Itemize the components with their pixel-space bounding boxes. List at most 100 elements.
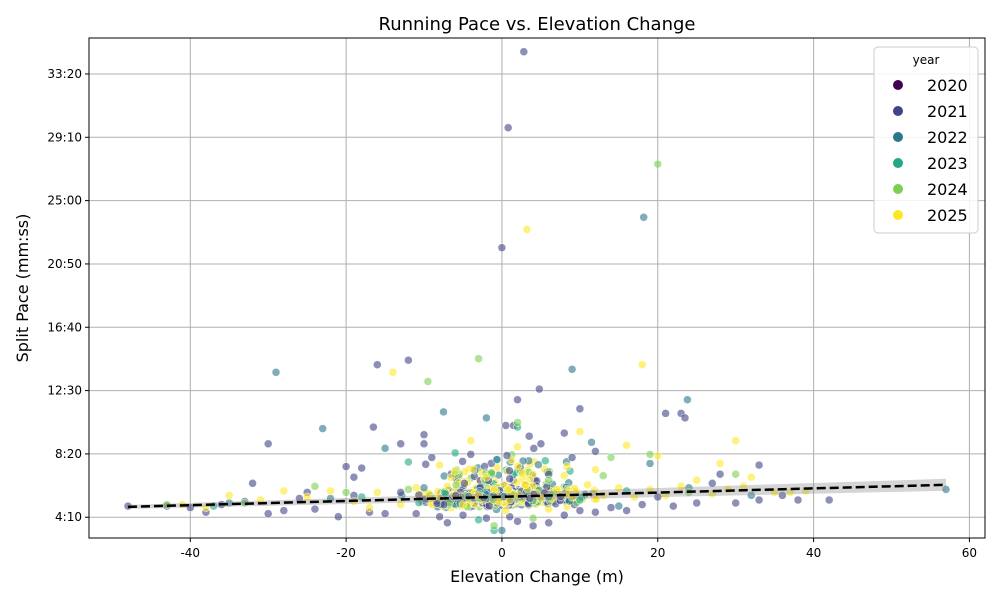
- scatter-point-2025: [731, 436, 740, 445]
- legend-label: 2022: [927, 128, 968, 147]
- scatter-point-2025: [630, 492, 639, 502]
- scatter-point-2021: [443, 518, 452, 528]
- scatter-point-2021: [560, 510, 569, 520]
- scatter-point-2022: [614, 501, 624, 511]
- scatter-point-2025: [450, 466, 460, 476]
- legend: year 2020 2021 2022 2023 2024 2025: [873, 46, 979, 234]
- scatter-point: [504, 484, 513, 494]
- scatter-point-2025: [373, 488, 382, 497]
- scatter-point-2021: [622, 506, 631, 515]
- scatter-point-2024: [404, 485, 413, 494]
- scatter-point: [505, 466, 514, 475]
- y-tick-label: 16:40: [47, 320, 82, 334]
- scatter-point-2025: [302, 492, 312, 502]
- scatter-point-2025: [747, 472, 756, 482]
- scatter-point-2021: [369, 422, 378, 432]
- scatter-point-2022: [941, 485, 951, 494]
- y-tick-label: 12:30: [47, 384, 82, 398]
- scatter-point-2022: [419, 483, 429, 493]
- scatter-point-2025: [466, 436, 476, 445]
- scatter-point-2024: [606, 453, 616, 462]
- scatter-point-2021: [263, 509, 273, 518]
- scatter-point-2022: [271, 368, 281, 377]
- scatter-point-2021: [466, 450, 476, 459]
- trend-line-group: [127, 478, 947, 509]
- scatter-point-2023: [404, 457, 413, 467]
- scatter-point-2022: [683, 395, 692, 404]
- scatter-point-2023: [474, 515, 483, 525]
- scatter-point: [432, 499, 442, 508]
- scatter-point-2021: [505, 512, 514, 521]
- scatter-point-2022: [645, 459, 655, 468]
- scatter-point-2025: [501, 506, 511, 515]
- scatter-point: [492, 455, 502, 464]
- scatter-point-2022: [639, 213, 648, 222]
- chart-title: Running Pace vs. Elevation Change: [379, 14, 696, 35]
- scatter-point-2021: [606, 503, 616, 512]
- legend-label: 2025: [927, 206, 968, 225]
- scatter-point-2025: [521, 480, 530, 490]
- scatter-point-2025: [443, 482, 452, 491]
- scatter-point-2025: [715, 459, 725, 468]
- scatter-point-2024: [341, 488, 351, 497]
- scatter-point-2021: [524, 431, 534, 441]
- scatter-point-2021: [669, 501, 678, 511]
- scatter-point-2021: [567, 453, 577, 462]
- scatter-point-2021: [708, 479, 717, 488]
- legend-label: 2020: [927, 76, 968, 95]
- scatter-point-2021: [263, 439, 273, 449]
- scatter-point-2021: [373, 360, 382, 369]
- scatter-point-2021: [458, 510, 468, 520]
- scatter-point-2021: [513, 395, 522, 404]
- trend-line: [127, 483, 947, 509]
- scatter-point-2025: [435, 460, 444, 470]
- scatter-point-2023: [575, 495, 585, 505]
- y-tick-label: 4:10: [55, 510, 82, 524]
- scatter-point-2023: [357, 492, 366, 502]
- scatter-point: [513, 461, 522, 471]
- scatter-point-2021: [575, 506, 585, 515]
- scatter-point-2022: [587, 438, 596, 447]
- scatter-point-2024: [513, 418, 522, 427]
- scatter-point-2021: [754, 495, 764, 505]
- scatter-point-2021: [341, 462, 351, 471]
- scatter-point-2025: [396, 500, 405, 509]
- scatter-point-2021: [396, 439, 405, 449]
- scatter-point-2025: [637, 360, 647, 369]
- scatter-point-2021: [503, 123, 513, 132]
- scatter-point-2022: [497, 526, 507, 535]
- legend-marker: [893, 106, 903, 116]
- scatter-point-2025: [388, 368, 398, 377]
- scatter-point: [439, 471, 449, 481]
- scatter-point-2021: [544, 518, 553, 528]
- scatter-point-2025: [326, 486, 335, 496]
- y-tick-label: 8:20: [55, 447, 82, 461]
- scatter-point-2024: [544, 475, 553, 485]
- scatter-point-2021: [535, 384, 544, 394]
- scatter-point-2022: [747, 491, 756, 500]
- scatter-point: [421, 460, 430, 469]
- scatter-point-2025: [591, 465, 600, 474]
- scatter-point-2025: [365, 503, 374, 512]
- scatter-point-2021: [778, 491, 787, 500]
- scatter-point-2021: [680, 413, 690, 423]
- scatter-point-2021: [575, 404, 585, 414]
- scatter-point-2021: [419, 430, 429, 439]
- x-tick-label: 60: [962, 546, 977, 560]
- scatter-point-2021: [715, 469, 725, 479]
- scatter-point-2025: [224, 491, 234, 500]
- scatter-point-2021: [731, 498, 740, 508]
- scatter-point-2021: [411, 509, 421, 518]
- scatter-point-2025: [785, 488, 795, 497]
- scatter-point-2021: [404, 355, 413, 365]
- scatter-point-2021: [435, 512, 444, 521]
- scatter-point-2022: [318, 424, 327, 433]
- x-tick-label: 0: [498, 546, 506, 560]
- scatter-point-2021: [692, 498, 701, 508]
- scatter-point-2022: [380, 444, 390, 453]
- scatter-point: [451, 480, 461, 490]
- legend-label: 2021: [927, 102, 968, 121]
- scatter-point: [468, 465, 478, 474]
- y-tick-label: 20:50: [47, 257, 82, 271]
- trend-confidence-band: [127, 478, 947, 509]
